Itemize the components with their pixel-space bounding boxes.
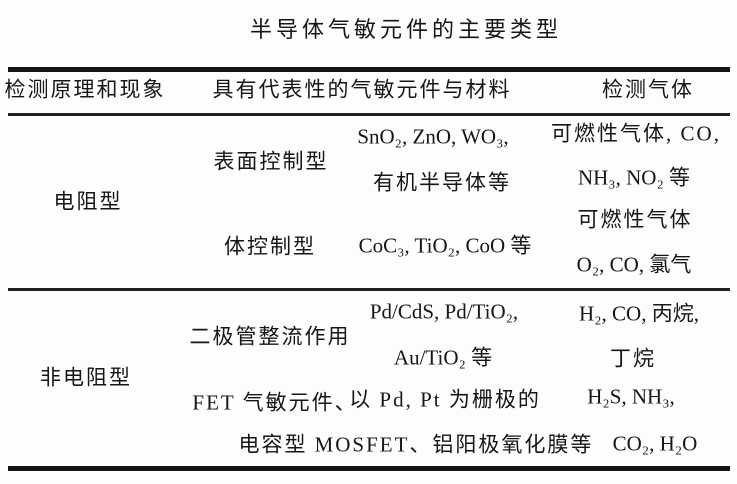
gas-line: CO₂, H₂O bbox=[612, 431, 698, 456]
gas-line: NH₃, NO₂ 等 bbox=[577, 165, 691, 190]
material-line: 有机半导体等 bbox=[373, 170, 511, 195]
material-line: SnO₂, ZnO, WO₃, bbox=[357, 124, 509, 149]
sensor-type-label: FET 气敏元件、 bbox=[192, 390, 358, 415]
sensor-type-label: 表面控制型 bbox=[213, 149, 329, 174]
material-line: MOSFET、铝阳极氧化膜等 bbox=[314, 432, 594, 457]
gas-line: 可燃性气体 bbox=[577, 207, 693, 232]
material-line: 以 Pd, Pt 为栅极的 bbox=[349, 387, 541, 412]
table-bottom-rule bbox=[8, 466, 730, 471]
table-title: 半导体气敏元件的主要类型 bbox=[249, 16, 563, 42]
table-top-rule bbox=[8, 67, 730, 72]
header-cell-gases: 检测气体 bbox=[602, 77, 694, 102]
gas-line: O₂, CO, 氯气 bbox=[576, 252, 692, 277]
principle-label-non-resistive: 非电阻型 bbox=[40, 365, 132, 390]
sensor-type-label: 电容型 bbox=[238, 432, 308, 457]
gas-line: H₂S, NH₃, bbox=[587, 384, 675, 409]
gas-line: 丁烷 bbox=[610, 346, 656, 371]
sensor-type-label: 二极管整流作用 bbox=[189, 324, 351, 349]
sensor-type-label: 体控制型 bbox=[224, 234, 316, 259]
header-divider-rule bbox=[8, 113, 730, 116]
section-divider-rule bbox=[8, 288, 730, 291]
material-line: CoC₃, TiO₂, CoO 等 bbox=[358, 233, 532, 258]
header-cell-principle: 检测原理和现象 bbox=[4, 77, 166, 102]
material-line: Pd/CdS, Pd/TiO₂, bbox=[369, 299, 519, 324]
principle-label-resistive: 电阻型 bbox=[53, 189, 123, 214]
gas-line: H₂, CO, 丙烷, bbox=[579, 301, 699, 326]
gas-line: 可燃性气体, CO, bbox=[551, 121, 721, 146]
header-cell-materials: 具有代表性的气敏元件与材料 bbox=[212, 77, 512, 102]
material-line: Au/TiO₂ 等 bbox=[393, 345, 493, 370]
